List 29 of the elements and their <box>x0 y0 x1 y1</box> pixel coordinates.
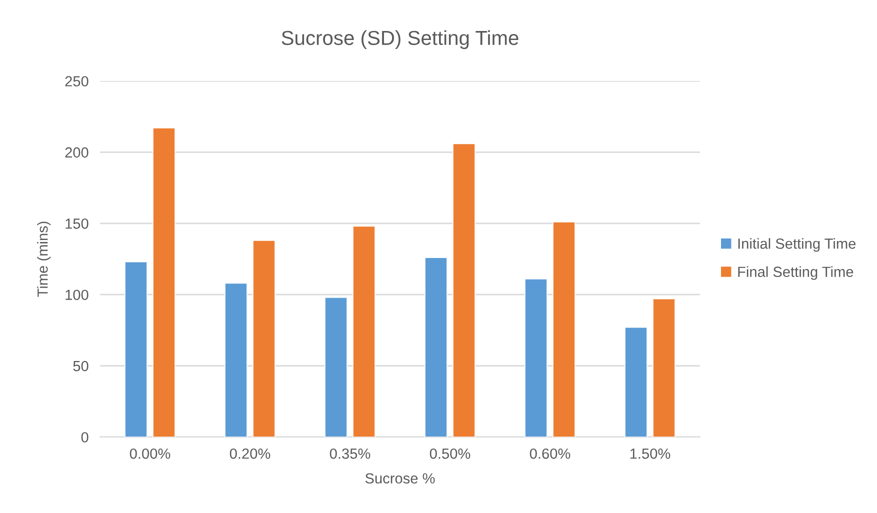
bar <box>252 240 276 437</box>
y-tick-label: 50 <box>73 360 88 372</box>
legend-label: Initial Setting Time <box>738 238 856 252</box>
bar <box>452 143 476 437</box>
y-tick-label: 100 <box>66 290 88 300</box>
legend-label: Final Setting Time <box>738 266 854 280</box>
bar <box>152 128 176 437</box>
x-tick-label: 0.00% <box>130 448 170 459</box>
y-tick-label: 0 <box>81 432 88 442</box>
bar <box>624 326 648 437</box>
y-axis-title: Time (mins) <box>37 222 51 297</box>
y-tick-label: 250 <box>65 76 88 86</box>
bar <box>352 226 376 437</box>
x-axis-title: Sucrose % <box>365 473 435 484</box>
bar <box>652 298 676 437</box>
chart-title: Sucrose (SD) Setting Time <box>282 30 518 50</box>
bar <box>324 297 348 437</box>
x-tick-label: 0.50% <box>430 448 470 459</box>
y-tick-label: 150 <box>66 218 88 229</box>
x-tick-label: 0.35% <box>330 448 370 459</box>
bar <box>524 278 548 437</box>
bar <box>124 261 148 437</box>
y-tick-label: 200 <box>65 147 88 158</box>
bar <box>552 222 576 437</box>
bar <box>424 257 448 437</box>
bar <box>224 282 248 437</box>
x-tick-label: 1.50% <box>630 448 670 459</box>
x-tick-label: 0.20% <box>230 448 270 459</box>
x-tick-label: 0.60% <box>530 448 570 459</box>
